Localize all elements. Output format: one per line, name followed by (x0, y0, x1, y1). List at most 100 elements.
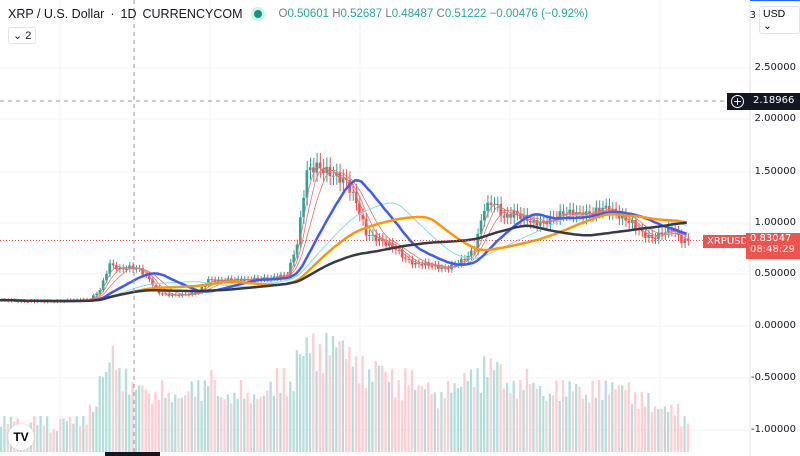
volume-bar (315, 371, 318, 452)
candle (200, 286, 204, 293)
volume-bar (381, 365, 384, 452)
volume-bar (230, 403, 233, 452)
candle (660, 232, 664, 235)
candle (584, 211, 588, 218)
candle (325, 166, 328, 174)
candle (420, 264, 424, 266)
volume-bar (676, 404, 680, 452)
candle (476, 233, 480, 252)
volume-bar (151, 404, 154, 452)
volume-bar (308, 353, 312, 452)
candle (588, 211, 591, 214)
market-status-icon[interactable] (254, 10, 263, 18)
volume-bar (594, 397, 598, 452)
volume-bar (266, 390, 269, 452)
candle (561, 211, 565, 215)
volume-bar (285, 396, 289, 452)
candle (210, 279, 213, 281)
volume-bar (167, 392, 170, 452)
volume-bar (174, 394, 177, 452)
candle (640, 229, 644, 232)
candle (506, 213, 509, 218)
volume-bar (75, 416, 78, 452)
candle (489, 202, 493, 206)
volume-bar (397, 380, 400, 452)
volume-bar (46, 416, 49, 452)
candle (118, 267, 121, 270)
volume-bar (453, 383, 456, 452)
symbol-header: XRP / U.S. Dollar · 1D CURRENCYCOM O0.506… (8, 7, 589, 21)
volume-bar (197, 380, 200, 452)
volume-bar (98, 376, 101, 452)
volume-bar (272, 395, 276, 452)
volume-bar (456, 388, 460, 452)
volume-bar (141, 385, 144, 452)
volume-bar (437, 408, 440, 452)
candle (568, 209, 572, 214)
candle (407, 258, 411, 260)
volume-bar (72, 423, 75, 452)
volume-bar (387, 381, 391, 452)
candle (519, 213, 522, 220)
candle (207, 279, 210, 285)
axis-tick: 2.50000 (754, 62, 796, 73)
volume-bar (177, 398, 180, 452)
volume-bar (249, 403, 253, 452)
indicators-collapse-button[interactable]: ⌄ 2 (8, 27, 37, 44)
volume-bar (420, 385, 423, 452)
volume-bar (341, 340, 345, 452)
volume-bar (423, 389, 427, 452)
volume-bar (663, 406, 667, 452)
volume-bar (499, 364, 502, 452)
volume-bar (640, 392, 644, 452)
volume-bar (302, 356, 305, 452)
volume-bar (607, 394, 611, 452)
interval[interactable]: 1D (120, 7, 137, 21)
volume-bar (49, 432, 52, 452)
volume-bar (118, 368, 121, 452)
volume-bar (210, 370, 213, 452)
candle (394, 247, 397, 250)
volume-bar (450, 392, 453, 452)
axis-tick: 0.00000 (754, 320, 796, 331)
volume-bar (69, 416, 72, 452)
volume-bar (598, 380, 601, 452)
candle (141, 268, 144, 275)
candle (483, 210, 486, 221)
volume-bar (358, 383, 361, 452)
volume-bar (292, 391, 295, 452)
volume-bar (489, 358, 492, 452)
candle (647, 234, 650, 238)
candle (98, 290, 102, 294)
volume-bar (384, 372, 387, 452)
volume-bar (138, 385, 141, 452)
symbol-last-label: XRPUSD (703, 235, 753, 248)
volume-bar (621, 385, 624, 452)
volume-bar (187, 391, 190, 452)
candle (558, 211, 562, 219)
volume-bar (634, 392, 637, 452)
candle (170, 294, 174, 296)
volume-bar (667, 411, 670, 452)
plus-circle-icon[interactable]: + (731, 95, 744, 108)
candle (644, 231, 647, 238)
candle (479, 220, 483, 234)
candle (151, 279, 154, 286)
volume-bar (78, 426, 82, 452)
volume-bar (147, 393, 151, 452)
volume-bar (538, 386, 542, 452)
volume-bar (351, 366, 354, 452)
currency-selector[interactable]: USD ⌄ (759, 6, 800, 34)
volume-bar (443, 398, 446, 452)
volume-bar (680, 426, 683, 452)
volume-bar (282, 368, 285, 452)
axis-tick: 2.00000 (754, 113, 796, 124)
tradingview-logo[interactable]: TV (8, 424, 34, 450)
candle (95, 293, 98, 296)
candle (374, 234, 378, 242)
candle (430, 265, 434, 267)
volume-bar (371, 381, 374, 452)
volume-bar (374, 360, 377, 452)
symbol-name[interactable]: XRP / U.S. Dollar (8, 7, 105, 21)
